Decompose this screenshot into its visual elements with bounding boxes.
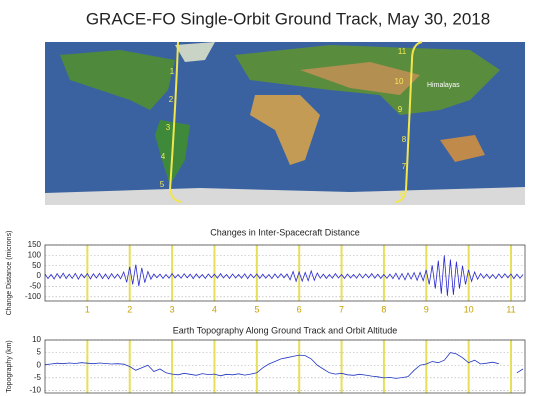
track-label: 11 [398,47,407,56]
x-tick-label: 9 [424,304,429,314]
y-tick-label: -10 [29,386,41,395]
track-label: 10 [395,77,404,86]
chart-title: Changes in Inter-Spacecraft Distance [210,227,360,237]
plot-frame [45,340,525,393]
track-label: 6 [400,190,405,199]
x-tick-label: 4 [212,304,217,314]
track-label: 7 [402,162,407,171]
y-axis-label: Change Distance (microns) [6,231,13,316]
y-tick-label: 0 [37,271,42,280]
track-label: 8 [402,135,407,144]
x-tick-label: 7 [339,304,344,314]
y-tick-label: 150 [28,240,42,249]
figure: GRACE-FO Single-Orbit Ground Track, May … [0,0,550,396]
x-tick-label: 1 [85,304,90,314]
track-label: 1 [170,67,175,76]
figure-title: GRACE-FO Single-Orbit Ground Track, May … [86,9,490,28]
track-label: 3 [166,123,171,132]
y-tick-label: 100 [28,250,42,259]
y-tick-label: -50 [29,282,41,291]
y-tick-label: -100 [25,292,42,301]
x-tick-label: 10 [464,304,474,314]
track-label: 4 [161,152,166,161]
y-axis-label: Topography (km) [6,340,13,393]
track-label: 2 [169,95,174,104]
y-tick-label: 0 [37,360,42,369]
x-tick-label: 11 [506,304,515,314]
track-label: 9 [398,105,403,114]
feature-label: Himalayas [427,82,460,89]
y-tick-label: 10 [32,335,41,344]
map: Himalayas [45,42,525,205]
data-line [45,255,523,295]
y-tick-label: -5 [34,373,42,382]
chart-title: Earth Topography Along Ground Track and … [173,325,397,335]
x-tick-label: 2 [127,304,132,314]
x-tick-label: 3 [170,304,175,314]
x-tick-label: 5 [254,304,259,314]
track-label: 5 [160,180,165,189]
x-tick-label: 6 [297,304,302,314]
x-tick-label: 8 [381,304,386,314]
y-tick-label: 5 [37,348,42,357]
y-tick-label: 50 [32,261,41,270]
